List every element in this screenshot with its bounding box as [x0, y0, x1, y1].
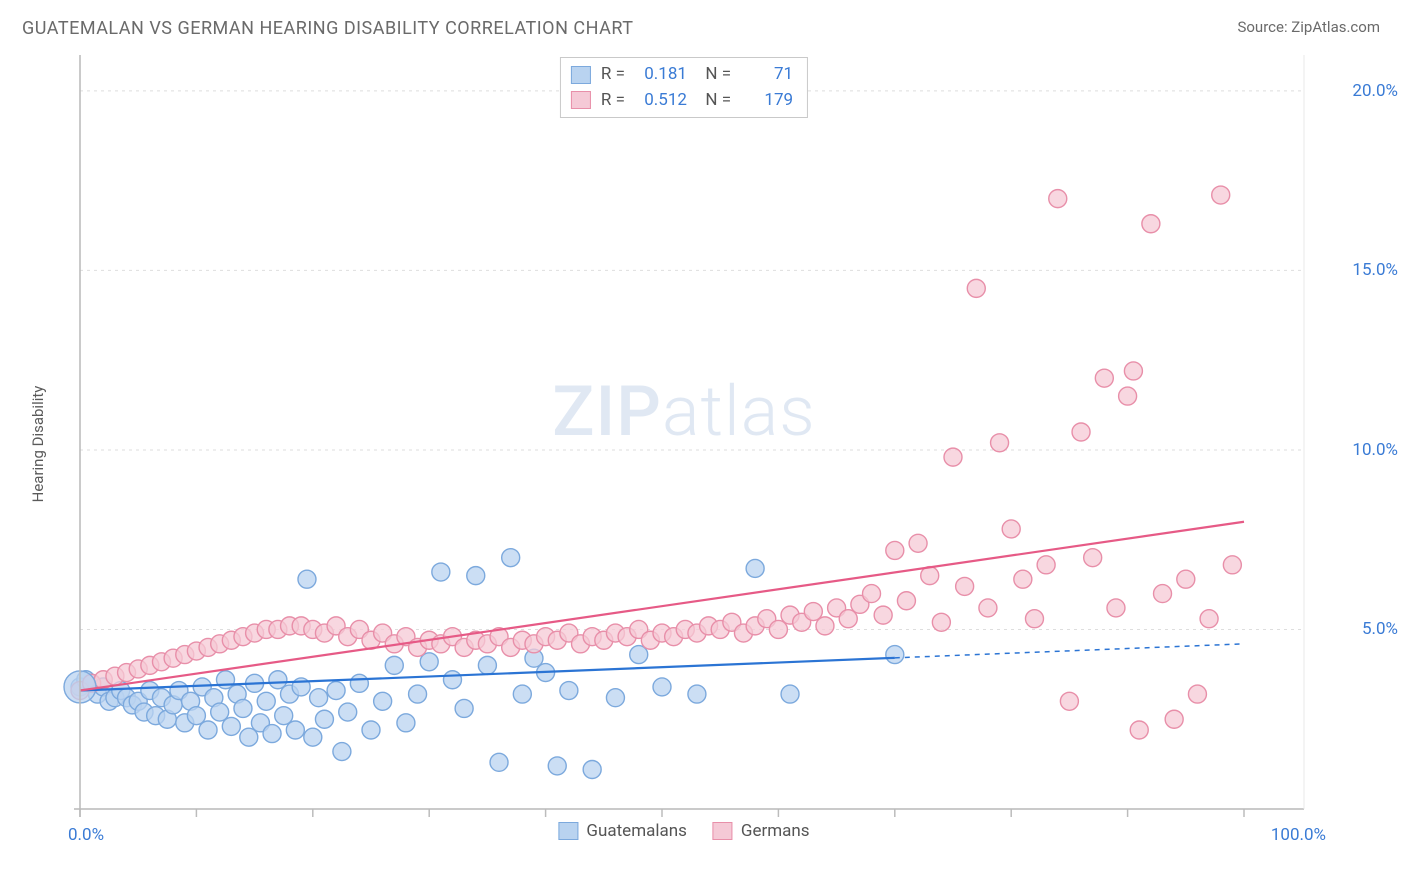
swatch-icon — [713, 822, 733, 840]
correlation-legend: R = 0.181 N = 71 R = 0.512 N = 179 — [560, 57, 808, 118]
legend-item-germans: Germans — [713, 821, 810, 841]
chart-container: Hearing Disability ZIPatlas R = 0.181 N … — [44, 49, 1324, 839]
legend-label: Germans — [741, 821, 810, 841]
swatch-germans — [571, 91, 591, 109]
r-value-guatemalans: 0.181 — [635, 62, 687, 88]
x-axis-max: 100.0% — [1271, 825, 1326, 845]
r-label: R = — [601, 88, 625, 114]
y-tick-label: 15.0% — [1352, 260, 1398, 280]
y-tick-label: 5.0% — [1362, 619, 1398, 639]
chart-title: GUATEMALAN VS GERMAN HEARING DISABILITY … — [22, 18, 633, 39]
y-tick-label: 20.0% — [1352, 81, 1398, 101]
r-value-germans: 0.512 — [635, 88, 687, 114]
n-value-guatemalans: 71 — [741, 62, 793, 88]
n-label: N = — [697, 88, 731, 114]
series-legend: Guatemalans Germans — [558, 821, 809, 841]
legend-row-germans: R = 0.512 N = 179 — [571, 88, 793, 114]
x-axis-min: 0.0% — [68, 825, 104, 845]
swatch-guatemalans — [571, 66, 591, 84]
r-label: R = — [601, 62, 625, 88]
legend-item-guatemalans: Guatemalans — [558, 821, 686, 841]
y-tick-label: 10.0% — [1352, 440, 1398, 460]
legend-row-guatemalans: R = 0.181 N = 71 — [571, 62, 793, 88]
scatter-plot — [44, 49, 1324, 839]
y-axis-label: Hearing Disability — [29, 386, 47, 503]
legend-label: Guatemalans — [586, 821, 686, 841]
n-label: N = — [697, 62, 731, 88]
swatch-icon — [558, 822, 578, 840]
n-value-germans: 179 — [741, 88, 793, 114]
source-attribution: Source: ZipAtlas.com — [1237, 18, 1380, 36]
